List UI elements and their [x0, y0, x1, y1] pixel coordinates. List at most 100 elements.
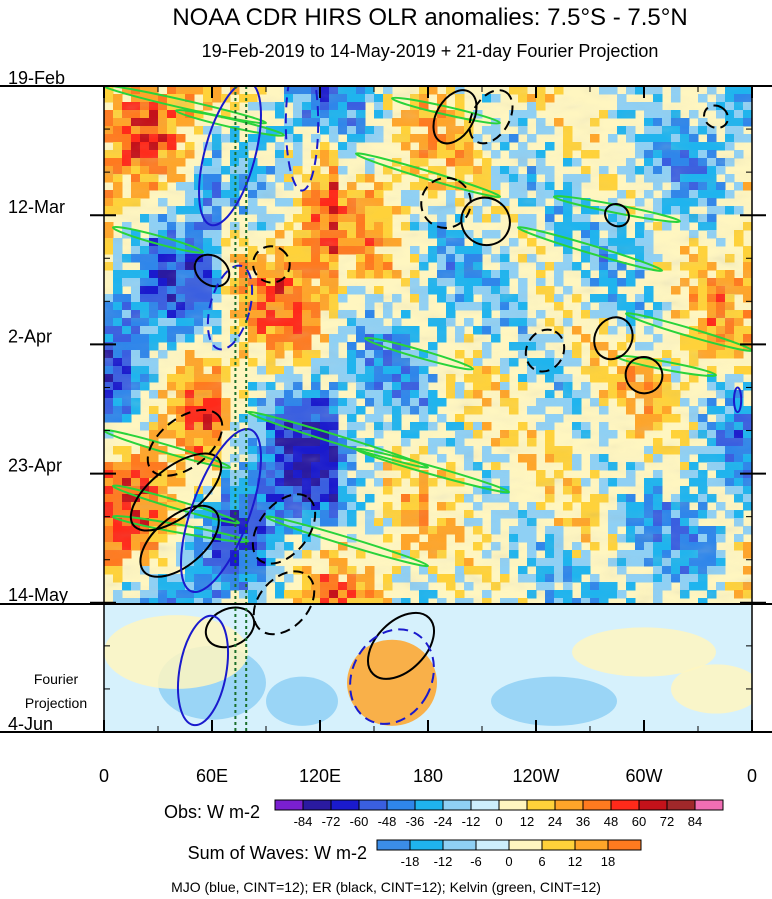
er-contour — [604, 203, 630, 228]
er-contour — [146, 408, 224, 477]
y-tick-label: 4-Jun — [8, 714, 53, 734]
y-tick-label: 19-Feb — [8, 68, 65, 88]
colorbar-label: 72 — [660, 814, 674, 829]
kelvin-contour — [111, 515, 250, 543]
er-contour — [468, 89, 514, 145]
kelvin-contour — [104, 429, 232, 469]
er-contour — [139, 504, 220, 578]
colorbar-label: 24 — [548, 814, 562, 829]
footnote: MJO (blue, CINT=12); ER (black, CINT=12)… — [171, 879, 601, 895]
colorbar-swatch — [582, 799, 612, 811]
colorbar-swatch — [358, 799, 388, 811]
mjo-contour — [206, 264, 254, 351]
plot-area — [104, 86, 752, 732]
er-contour — [251, 493, 317, 565]
colorbar-label: -84 — [294, 814, 313, 829]
er-contour — [193, 253, 231, 288]
projection-field — [104, 615, 752, 726]
mjo-contour — [179, 427, 263, 594]
projection-blob — [104, 615, 248, 689]
colorbar-swatch — [409, 839, 444, 851]
x-axis: 0 60E 120E 180 120W 60W 0 — [99, 86, 757, 786]
colorbar-swatch — [526, 799, 556, 811]
colorbar-label: 60 — [632, 814, 646, 829]
er-contour — [703, 104, 729, 129]
chart-title: NOAA CDR HIRS OLR anomalies: 7.5°S - 7.5… — [172, 4, 687, 31]
er-contour — [593, 316, 634, 361]
projection-blob — [347, 639, 437, 726]
waves-colorbar-title: Sum of Waves: W m-2 — [188, 843, 367, 863]
er-contour — [432, 89, 478, 145]
colorbar-swatch — [302, 799, 332, 811]
projection-blob — [491, 676, 617, 726]
waves-colorbar-boxes: -18 -12 -6 0 6 12 18 — [376, 839, 642, 869]
y-tick-label: 2-Apr — [8, 326, 52, 346]
colorbar-label: 18 — [601, 854, 615, 869]
colorbar-label: 36 — [576, 814, 590, 829]
obs-colorbar: Obs: W m-2 -84 -72 -60 -48 -36 -24 -12 0 12 24 36 4… — [164, 799, 724, 829]
colorbar-label: -72 — [322, 814, 341, 829]
kelvin-contour — [363, 336, 475, 371]
kelvin-contour — [111, 225, 205, 254]
er-contour — [460, 196, 511, 247]
x-tick-label: 120E — [299, 766, 341, 786]
chart-subtitle: 19-Feb-2019 to 14-May-2019 + 21-day Four… — [202, 41, 659, 61]
mjo-contour — [349, 628, 435, 725]
colorbar-label: -18 — [401, 854, 420, 869]
projection-blob — [671, 664, 752, 714]
projection-blob — [266, 676, 338, 726]
kelvin-contour — [264, 515, 430, 568]
waves-colorbar: Sum of Waves: W m-2 -18 -12 -6 0 6 12 18 — [188, 839, 642, 869]
colorbar-label: -6 — [470, 854, 482, 869]
y-tick-label: 23-Apr — [8, 456, 62, 476]
er-contour — [252, 245, 291, 284]
colorbar-swatch — [694, 799, 724, 811]
kelvin-contour — [354, 447, 511, 494]
colorbar-label: 12 — [568, 854, 582, 869]
y-tick-label: 14-May — [8, 585, 68, 605]
colorbar-swatch — [574, 839, 609, 851]
er-contour — [420, 176, 472, 229]
colorbar-swatch — [638, 799, 668, 811]
colorbar-swatch — [386, 799, 416, 811]
colorbar-label: -12 — [434, 854, 453, 869]
kelvin-contours — [104, 86, 752, 568]
colorbar-swatch — [470, 799, 500, 811]
colorbar-label: 6 — [538, 854, 545, 869]
er-contour — [624, 356, 664, 395]
projection-blob — [572, 627, 716, 677]
kelvin-contour — [516, 226, 664, 272]
x-tick-label: 180 — [413, 766, 443, 786]
mjo-contour — [733, 386, 743, 414]
x-tick-label: 0 — [99, 766, 109, 786]
y-tick-label: 12-Mar — [8, 197, 65, 217]
colorbar-swatch — [274, 799, 304, 811]
x-tick-label: 60W — [625, 766, 662, 786]
colorbar-swatch — [508, 839, 543, 851]
colorbar-swatch — [376, 839, 411, 851]
colorbar-swatch — [541, 839, 576, 851]
colorbar-swatch — [414, 799, 444, 811]
colorbar-label: -24 — [434, 814, 453, 829]
kelvin-contour — [354, 152, 502, 199]
colorbar-swatch — [442, 839, 477, 851]
colorbar-label: 0 — [505, 854, 512, 869]
colorbar-label: -12 — [462, 814, 481, 829]
mjo-contours — [177, 86, 743, 727]
colorbar-swatch — [554, 799, 584, 811]
x-tick-label: 0 — [747, 766, 757, 786]
kelvin-contour — [174, 109, 286, 137]
colorbar-swatch — [610, 799, 640, 811]
x-tick-label: 120W — [512, 766, 559, 786]
kelvin-contour — [615, 354, 718, 377]
mjo-contour — [177, 614, 229, 727]
er-contour — [252, 570, 316, 636]
mjo-contour — [284, 86, 320, 192]
x-tick-label: 60E — [196, 766, 228, 786]
colorbar-label: 84 — [688, 814, 702, 829]
er-contour — [367, 611, 435, 680]
kelvin-contour — [111, 484, 241, 525]
kelvin-contour — [246, 410, 430, 469]
y-axis: 19-Feb 12-Mar 2-Apr 23-Apr 14-May 4-Jun — [8, 68, 766, 734]
